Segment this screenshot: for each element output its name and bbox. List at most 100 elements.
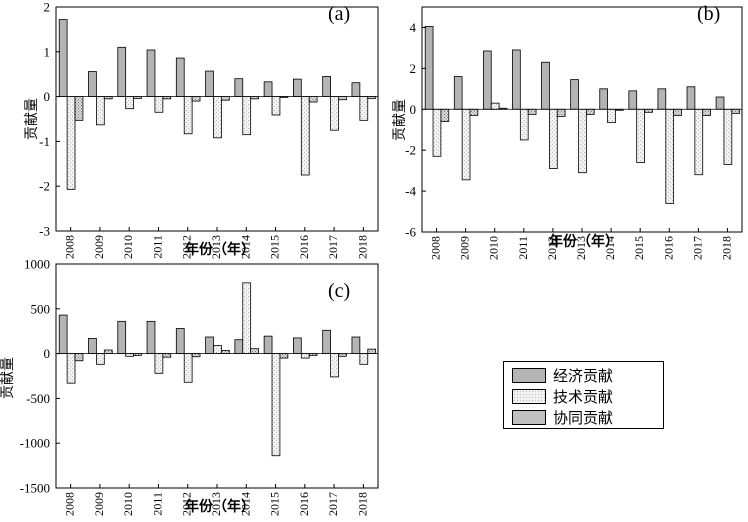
y-tick-label-a-0: 2 xyxy=(44,0,51,15)
bar-b-synergy-2013 xyxy=(585,108,595,115)
bar-c-technical-2013 xyxy=(213,345,222,355)
bar-b-technical-2011 xyxy=(519,108,529,141)
bar-b-synergy-2011 xyxy=(527,108,537,115)
bar-c-economic-2010 xyxy=(117,320,127,354)
x-tick-label-b-2009: 2009 xyxy=(458,236,472,260)
y-tick-label-a-5: -3 xyxy=(39,224,50,239)
bar-b-economic-2008 xyxy=(424,26,434,110)
x-tick-label-b-2012: 2012 xyxy=(545,236,559,260)
y-axis-label-c: 贡献量 xyxy=(0,357,16,399)
bar-b-economic-2011 xyxy=(512,49,521,110)
legend-item-technical: 技术贡献 xyxy=(512,387,614,406)
bar-a-economic-2014 xyxy=(234,78,244,98)
bar-c-synergy-2013 xyxy=(220,350,230,354)
bar-a-economic-2018 xyxy=(351,82,361,97)
x-tick-label-a-2018: 2018 xyxy=(355,235,369,259)
bar-c-technical-2009 xyxy=(96,353,105,365)
legend-label-technical: 技术贡献 xyxy=(553,387,614,406)
bar-a-economic-2008 xyxy=(58,19,68,97)
bar-a-technical-2012 xyxy=(183,96,193,135)
legend-label-economic: 经济贡献 xyxy=(553,366,614,385)
bar-b-synergy-2018 xyxy=(731,108,741,114)
x-tick-label-a-2012: 2012 xyxy=(180,235,194,259)
y-axis-label-a: 贡献量 xyxy=(24,98,40,140)
bar-b-economic-2018 xyxy=(715,96,725,110)
y-tick-label-c-0: 1000 xyxy=(24,257,50,272)
x-tick-label-b-2016: 2016 xyxy=(661,236,675,260)
chart-title-b: (b) xyxy=(697,3,720,25)
bar-b-economic-2010 xyxy=(482,50,492,110)
y-tick-label-a-4: -2 xyxy=(39,179,50,194)
bar-c-economic-2013 xyxy=(205,336,214,354)
x-tick-label-a-2017: 2017 xyxy=(326,235,340,259)
bar-a-economic-2012 xyxy=(175,57,185,97)
panel-c-chart: 1000 500 0 -500 -1000 -1500 2008 2009 2010 2011 20… xyxy=(0,257,379,516)
x-tick-label-c-2009: 2009 xyxy=(92,492,106,516)
legend-label-synergy: 协同贡献 xyxy=(553,408,614,427)
y-tick-label-b-1: 2 xyxy=(410,61,417,76)
bar-c-synergy-2009 xyxy=(103,349,113,354)
chart-title-a: (a) xyxy=(328,3,350,25)
y-tick-label-c-5: -1500 xyxy=(20,481,50,496)
y-axis-label-b: 贡献量 xyxy=(392,99,408,141)
x-tick-label-c-2016: 2016 xyxy=(297,492,311,516)
bar-a-synergy-2017 xyxy=(338,96,347,101)
bar-b-technical-2014 xyxy=(607,108,616,123)
bar-b-synergy-2017 xyxy=(702,108,711,116)
x-tick-label-b-2018: 2018 xyxy=(719,236,733,260)
y-tick-label-c-2: 0 xyxy=(44,346,51,361)
bar-b-synergy-2016 xyxy=(673,108,682,116)
bar-a-technical-2008 xyxy=(66,96,76,190)
x-axis-label-c: 年份（年） xyxy=(185,498,255,515)
bar-c-technical-2008 xyxy=(66,353,76,384)
bar-b-synergy-2008 xyxy=(440,108,450,122)
bar-c-economic-2015 xyxy=(263,335,273,355)
bar-a-technical-2015 xyxy=(271,96,281,116)
bar-b-technical-2018 xyxy=(723,108,733,165)
bar-c-economic-2011 xyxy=(146,320,156,354)
bar-c-synergy-2012 xyxy=(191,353,201,358)
y-tick-label-b-2: 0 xyxy=(410,102,417,117)
x-tick-label-a-2010: 2010 xyxy=(121,235,135,259)
panel-a-chart: 2 1 0 -1 -2 -3 2008 2009 2010 2011 2012 2013 2014 201… xyxy=(24,0,379,259)
x-tick-label-a-2011: 2011 xyxy=(150,235,164,259)
x-tick-label-a-2014: 2014 xyxy=(238,235,252,259)
bar-a-economic-2015 xyxy=(263,81,273,97)
bar-c-technical-2010 xyxy=(125,353,134,357)
bar-a-economic-2010 xyxy=(117,46,127,97)
bar-b-technical-2015 xyxy=(636,108,645,163)
bar-c-economic-2008 xyxy=(58,314,68,355)
bar-c-synergy-2018 xyxy=(367,348,377,354)
bar-a-technical-2009 xyxy=(96,96,105,126)
bar-b-synergy-2009 xyxy=(469,108,479,116)
bar-c-technical-2018 xyxy=(359,353,369,365)
bar-c-technical-2015 xyxy=(271,353,281,457)
x-tick-label-b-2014: 2014 xyxy=(603,236,617,260)
x-tick-label-a-2009: 2009 xyxy=(92,235,106,259)
bar-a-economic-2016 xyxy=(292,78,302,97)
x-tick-label-a-2016: 2016 xyxy=(297,235,311,259)
y-tick-label-c-1: 500 xyxy=(31,301,51,316)
bar-b-technical-2009 xyxy=(461,108,471,181)
x-tick-label-a-2013: 2013 xyxy=(209,235,223,259)
legend-item-economic: 经济贡献 xyxy=(512,366,614,385)
y-tick-label-b-3: -2 xyxy=(405,143,416,158)
bar-b-economic-2013 xyxy=(570,79,579,110)
y-tick-label-b-5: -6 xyxy=(405,225,416,240)
x-axis-label-b: 年份（年） xyxy=(549,233,619,250)
y-tick-label-b-4: -4 xyxy=(405,184,416,199)
bar-b-economic-2016 xyxy=(657,88,667,110)
x-tick-label-b-2011: 2011 xyxy=(516,236,530,260)
bar-c-economic-2016 xyxy=(292,337,302,355)
x-tick-label-c-2018: 2018 xyxy=(355,492,369,516)
bar-b-economic-2009 xyxy=(453,76,463,110)
bar-a-economic-2009 xyxy=(88,71,97,98)
y-tick-label-b-0: 4 xyxy=(410,20,417,35)
bar-b-economic-2012 xyxy=(541,61,550,110)
bar-a-technical-2014 xyxy=(242,96,252,136)
x-tick-label-b-2015: 2015 xyxy=(632,236,646,260)
bar-c-synergy-2014 xyxy=(250,348,259,355)
bar-c-synergy-2008 xyxy=(74,353,84,362)
x-tick-label-c-2014: 2014 xyxy=(238,492,252,516)
